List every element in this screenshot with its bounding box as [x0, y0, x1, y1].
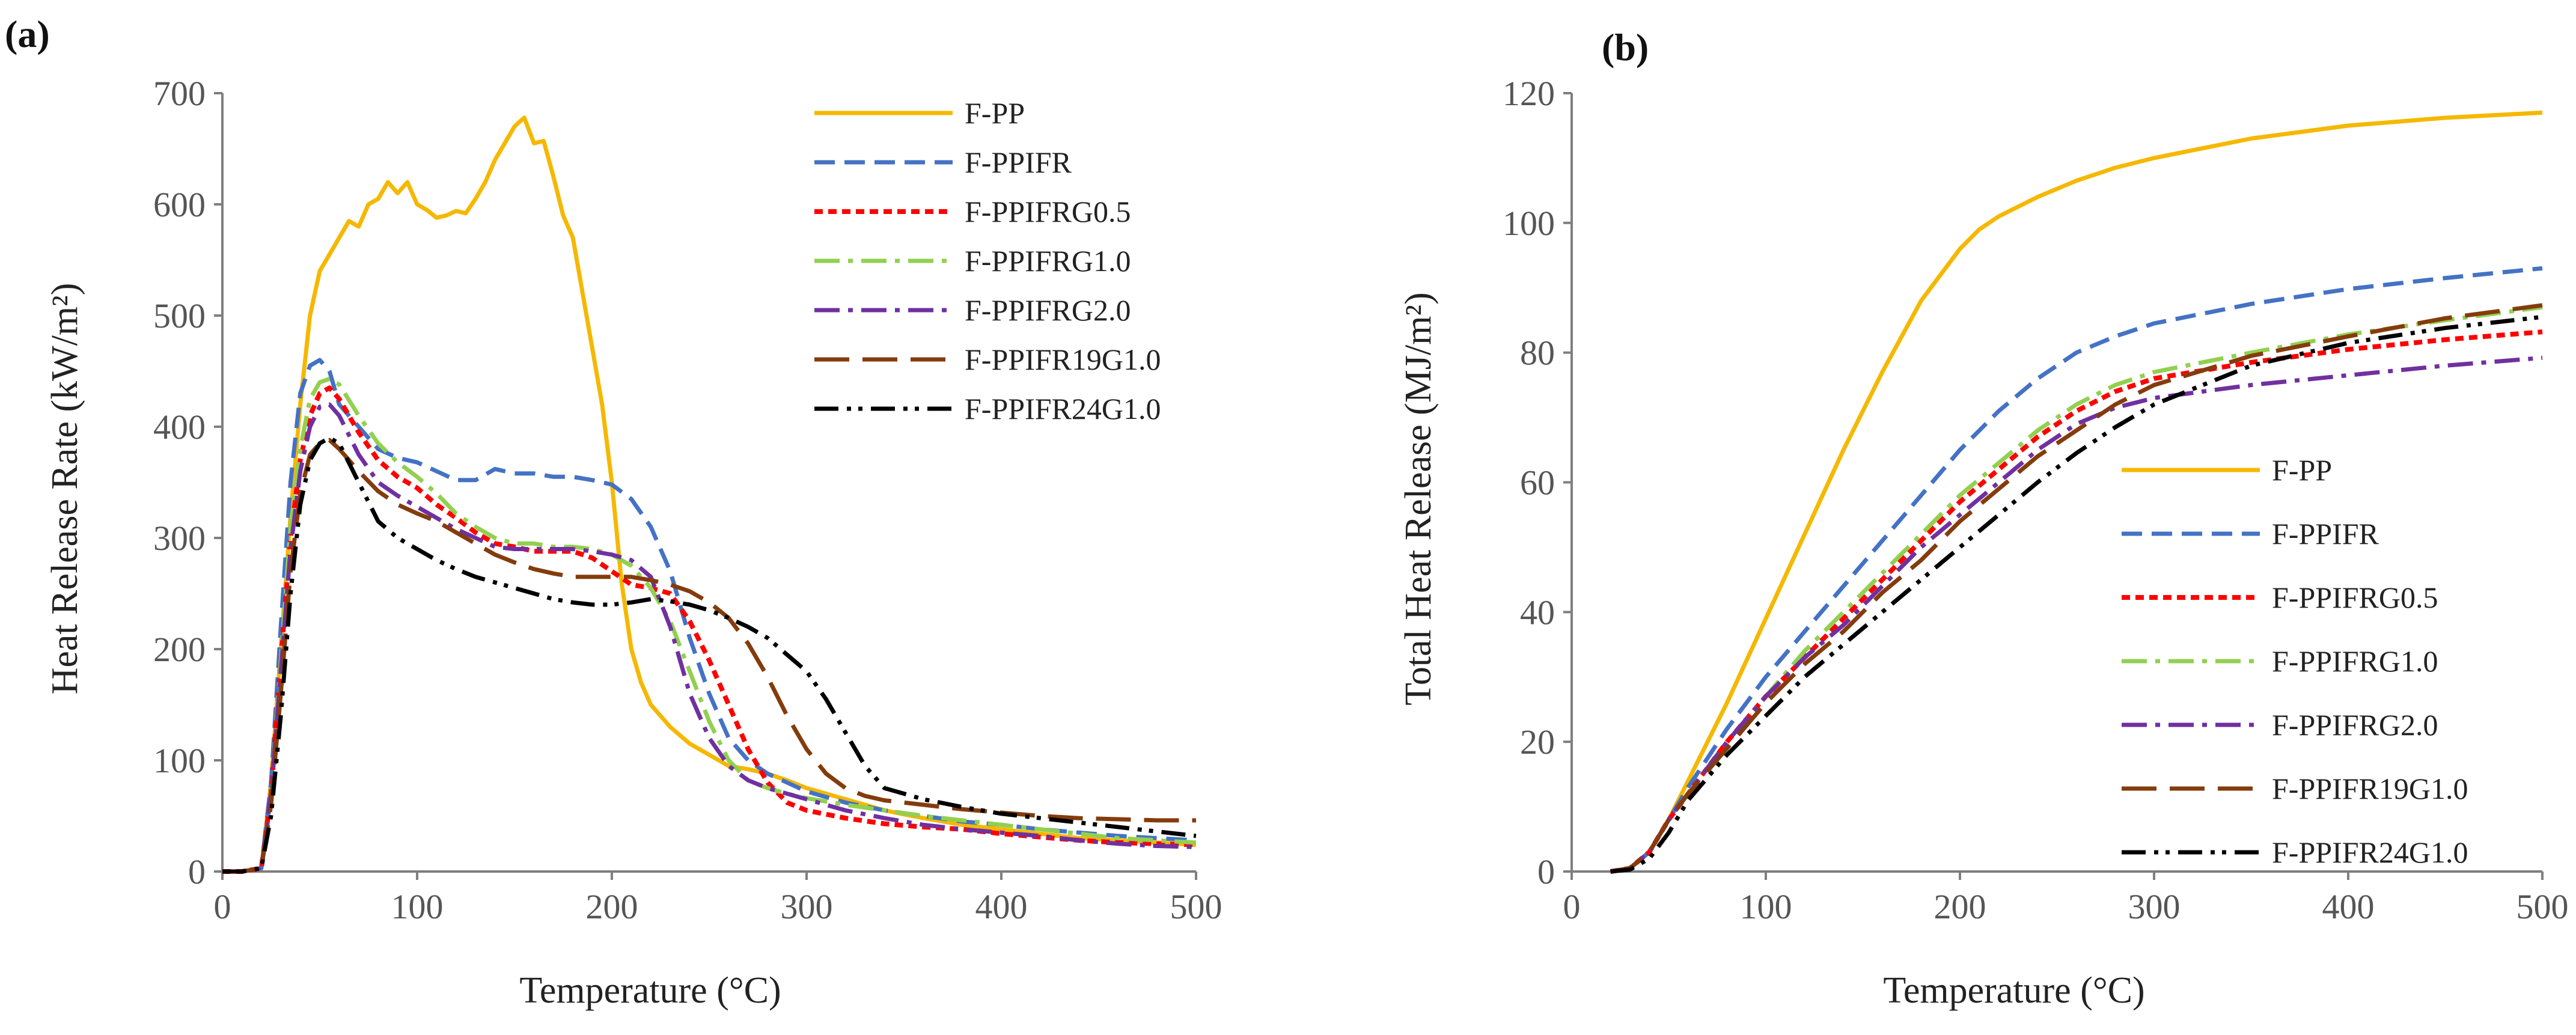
panel-a-x-tick-label: 0: [214, 887, 231, 926]
panel-b-y-axis-title: Total Heat Release (MJ/m²): [1398, 292, 1439, 705]
panel-a-x-tick-label: 100: [391, 887, 444, 926]
panel-b-series-f-ppifrg1-0: [1610, 305, 2543, 874]
panel-a-y-tick-label: 200: [153, 630, 206, 669]
panel-b-series-f-ppifr19g1-0: [1610, 303, 2543, 874]
panel-b-legend-label: F-PPIFRG1.0: [2272, 644, 2438, 678]
panel-b-x-tick-label: 200: [1934, 887, 1986, 926]
panel-a-series-f-ppifrg1-0: [222, 376, 1197, 874]
panel-b-legend-label: F-PPIFRG0.5: [2272, 581, 2438, 614]
panel-a-series-f-ppifrg0-5: [222, 385, 1197, 874]
panel-b-x-tick-label: 100: [1740, 887, 1792, 926]
panel-b-thr-chart: (b) 0 100 200 300 400 500 0 20 40 60 80 100 120 F-PP…: [1398, 26, 2569, 1011]
panel-a-y-axis-title: Heat Release Rate (kW/m²): [44, 283, 85, 695]
panel-b-legend: F-PP F-PPIFR F-PPIFRG0.5 F-PPIFRG1.0 F-PPIFR…: [2122, 453, 2468, 869]
panel-b-series-f-ppifrg2-0: [1610, 355, 2543, 874]
panel-b-x-tick-label: 400: [2322, 887, 2375, 926]
panel-b-y-tick-label: 60: [1520, 463, 1555, 502]
panel-a-y-tick-label: 100: [153, 741, 206, 780]
panel-b-series-f-ppifr24g1-0: [1610, 314, 2543, 874]
panel-a-legend-label: F-PP: [965, 96, 1025, 130]
panel-b-x-tick-label: 0: [1563, 887, 1581, 926]
panel-b-axes: 0 100 200 300 400 500 0 20 40 60 80 100 120: [1503, 74, 2569, 926]
panel-b-x-tick-label: 500: [2516, 887, 2569, 926]
panel-a-legend-label: F-PPIFR: [965, 145, 1072, 179]
panel-a-legend: F-PP F-PPIFR F-PPIFRG0.5 F-PPIFRG1.0 F-PPIFR…: [814, 96, 1161, 426]
panel-b-y-tick-label: 20: [1520, 722, 1555, 762]
panel-a-axes: 0 100 200 300 400 500 0 100 200 300 400 500 600 700: [153, 74, 1222, 926]
panel-b-y-tick-label: 40: [1520, 593, 1555, 632]
panel-a-x-tick-label: 200: [586, 887, 638, 926]
panel-b-label: (b): [1602, 26, 1649, 69]
panel-a-series-f-ppifr: [222, 358, 1197, 874]
panel-a-x-tick-label: 300: [781, 887, 833, 926]
panel-a-y-tick-label: 600: [153, 185, 206, 224]
panel-a-x-tick-label: 500: [1170, 887, 1222, 926]
panel-a-x-axis-title: Temperature (°C): [519, 970, 781, 1011]
panel-a-y-tick-label: 500: [153, 296, 206, 335]
panel-b-legend-label: F-PPIFR19G1.0: [2272, 772, 2468, 805]
panel-a-series-f-pp: [222, 115, 1197, 874]
panel-b-y-tick-label: 80: [1520, 334, 1555, 373]
panel-a-legend-label: F-PPIFRG1.0: [965, 244, 1131, 278]
panel-a-y-tick-label: 0: [188, 852, 206, 891]
panel-a-hrr-chart: (a) 0 100 200 300 400 500 0 100 200 300 400 500 600 7…: [5, 13, 1222, 1011]
panel-a-series-f-ppifr19g1-0: [222, 438, 1196, 874]
panel-b-series-f-ppifrg0-5: [1610, 329, 2543, 874]
panel-b-series-f-pp: [1610, 110, 2543, 874]
panel-a-y-tick-label: 300: [153, 519, 206, 558]
panel-a-legend-label: F-PPIFRG2.0: [965, 293, 1131, 327]
panel-a-legend-label: F-PPIFRG0.5: [965, 195, 1131, 228]
panel-a-y-tick-label: 400: [153, 408, 206, 447]
panel-a-series: [222, 115, 1197, 874]
panel-a-label: (a): [5, 13, 50, 55]
panel-a-legend-label: F-PPIFR24G1.0: [965, 392, 1161, 426]
panel-a-series-f-ppifr24g1-0: [222, 436, 1197, 874]
panel-b-x-axis-title: Temperature (°C): [1883, 970, 2144, 1011]
panel-b-legend-label: F-PPIFR: [2272, 517, 2379, 551]
panel-a-y-tick-label: 700: [153, 74, 206, 113]
panel-b-y-tick-label: 120: [1503, 74, 1555, 113]
panel-a-series-f-ppifrg2-0: [222, 402, 1197, 874]
panel-b-legend-label: F-PPIFRG2.0: [2272, 708, 2438, 742]
panel-a-legend-label: F-PPIFR19G1.0: [965, 343, 1161, 376]
panel-a-x-tick-label: 400: [975, 887, 1028, 926]
panel-b-legend-label: F-PPIFR24G1.0: [2272, 835, 2468, 869]
panel-b-legend-label: F-PP: [2272, 453, 2332, 487]
panel-b-y-tick-label: 0: [1537, 852, 1555, 891]
panel-b-x-tick-label: 300: [2128, 887, 2181, 926]
panel-b-y-tick-label: 100: [1503, 204, 1555, 243]
panel-b-series: [1610, 110, 2543, 874]
